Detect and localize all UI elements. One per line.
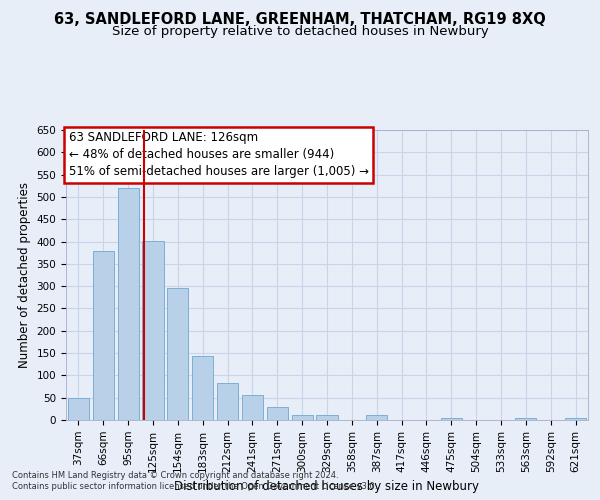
Bar [192,356,213,420]
Text: 63 SANDLEFORD LANE: 126sqm
← 48% of detached houses are smaller (944)
51% of sem: 63 SANDLEFORD LANE: 126sqm ← 48% of deta… [68,132,368,178]
Bar [217,384,238,420]
Text: Contains HM Land Registry data © Crown copyright and database right 2024.: Contains HM Land Registry data © Crown c… [12,471,338,480]
Bar [441,418,462,420]
Y-axis label: Number of detached properties: Number of detached properties [18,182,31,368]
Bar [267,406,288,420]
Text: Size of property relative to detached houses in Newbury: Size of property relative to detached ho… [112,25,488,38]
Bar [118,188,139,420]
Bar [565,418,586,420]
Bar [292,414,313,420]
X-axis label: Distribution of detached houses by size in Newbury: Distribution of detached houses by size … [175,480,479,493]
Bar [242,396,263,420]
Bar [366,414,387,420]
Bar [93,252,114,420]
Bar [167,288,188,420]
Bar [316,414,338,420]
Bar [68,398,89,420]
Text: 63, SANDLEFORD LANE, GREENHAM, THATCHAM, RG19 8XQ: 63, SANDLEFORD LANE, GREENHAM, THATCHAM,… [54,12,546,28]
Bar [142,241,164,420]
Text: Contains public sector information licensed under the Open Government Licence v3: Contains public sector information licen… [12,482,377,491]
Bar [515,418,536,420]
